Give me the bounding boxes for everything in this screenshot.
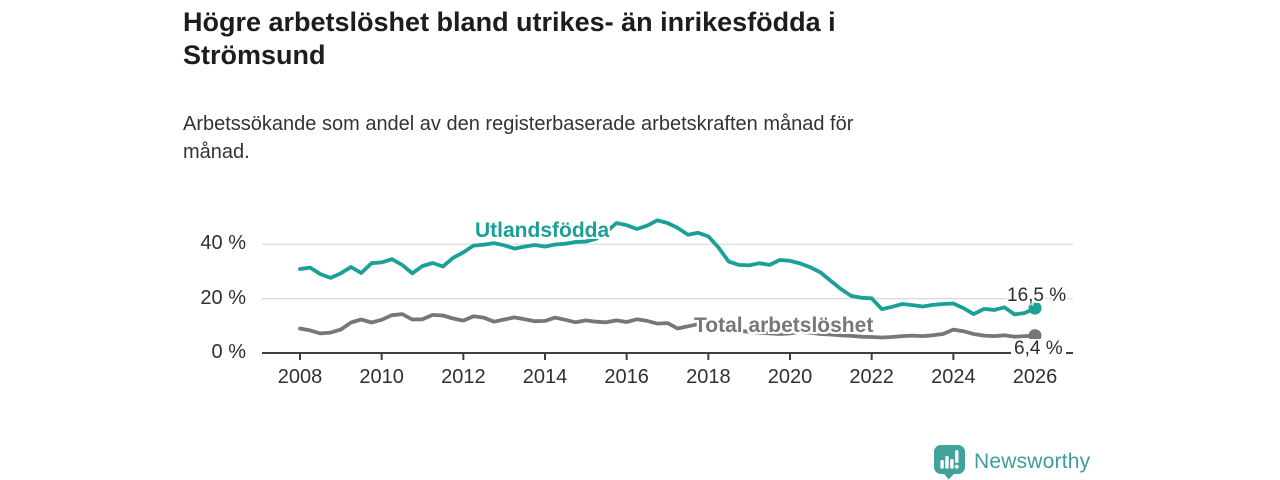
series-label-total-arbetsloshet: Total arbetslöshet xyxy=(694,314,874,337)
logo-bars xyxy=(940,450,959,469)
x-tick-label: 2008 xyxy=(277,366,323,388)
series-label-utlandsfodda: Utlandsfödda xyxy=(475,219,610,242)
logo-bubble-tail xyxy=(943,473,955,480)
newsworthy-logo[interactable]: Newsworthy xyxy=(933,444,1090,480)
x-tick-label: 2024 xyxy=(931,366,976,388)
end-value-label-utlandsfodda: 16,5 % xyxy=(1007,285,1067,306)
x-tick-label: 2016 xyxy=(604,366,649,388)
x-tick-label: 2014 xyxy=(522,366,568,388)
end-value-label-total-arbetsloshet: 6,4 % xyxy=(1011,338,1066,360)
x-tick-label: 2012 xyxy=(441,366,486,388)
x-tick-label: 2020 xyxy=(767,366,813,388)
x-tick-label: 2026 xyxy=(1012,366,1058,388)
newsworthy-logo-icon xyxy=(934,445,965,480)
chart-subtitle: Arbetssökande som andel av den registerb… xyxy=(183,113,854,163)
chart-title: Högre arbetslöshet bland utrikes- än inr… xyxy=(183,7,836,71)
y-tick-label: 20 % xyxy=(200,286,246,309)
y-tick-label: 40 % xyxy=(200,232,246,255)
y-tick-label: 0 % xyxy=(211,341,246,363)
x-tick-label: 2018 xyxy=(686,366,731,388)
newsworthy-logo-text: Newsworthy xyxy=(974,450,1091,473)
x-tick-label: 2010 xyxy=(359,366,404,388)
x-tick-label: 2022 xyxy=(849,366,894,388)
logo-bubble xyxy=(934,445,965,474)
